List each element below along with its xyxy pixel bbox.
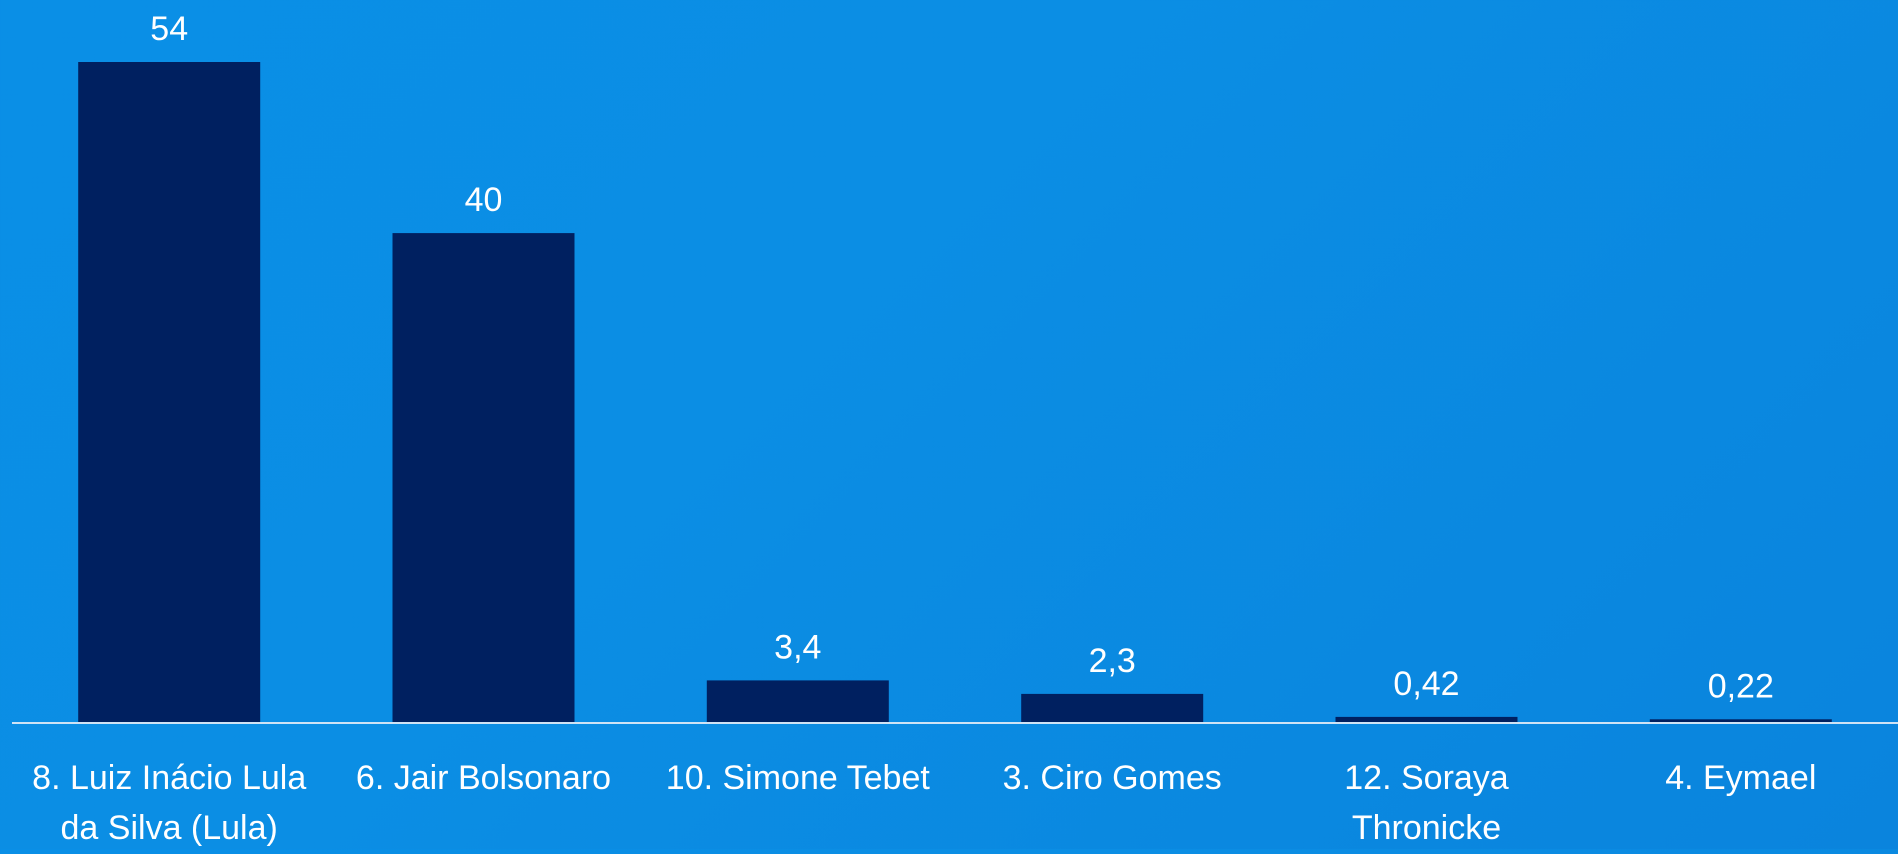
bar bbox=[706, 680, 889, 722]
category-label-line: 6. Jair Bolsonaro bbox=[356, 759, 611, 797]
bar-value-label: 0,22 bbox=[1708, 667, 1774, 705]
bars-layer bbox=[78, 62, 1832, 722]
category-label: 4. Eymael bbox=[1665, 759, 1816, 797]
category-label: 12. Soraya Thronicke bbox=[1344, 759, 1509, 847]
category-label-line: 8. Luiz Inácio Lula bbox=[32, 759, 306, 797]
bar bbox=[78, 62, 261, 722]
bar-value-label: 40 bbox=[465, 181, 503, 219]
category-label-line: Thronicke bbox=[1352, 809, 1501, 847]
category-labels-layer: 8. Luiz Inácio Lula da Silva (Lula) 6. Jai… bbox=[32, 759, 1816, 847]
bar bbox=[1335, 716, 1518, 722]
category-label-line: da Silva (Lula) bbox=[61, 809, 278, 847]
category-label-line: 3. Ciro Gomes bbox=[1003, 759, 1222, 797]
category-label: 8. Luiz Inácio Lula da Silva (Lula) bbox=[32, 759, 306, 847]
bar-value-label: 3,4 bbox=[774, 628, 821, 666]
value-labels-layer: 54 40 3,4 2,3 0,42 0,22 bbox=[150, 10, 1774, 705]
bar-value-label: 0,42 bbox=[1393, 665, 1459, 703]
category-label-line: 12. Soraya bbox=[1344, 759, 1509, 797]
category-label: 6. Jair Bolsonaro bbox=[356, 759, 611, 797]
category-label-line: 10. Simone Tebet bbox=[666, 759, 931, 797]
category-label: 10. Simone Tebet bbox=[666, 759, 931, 797]
bar bbox=[1649, 719, 1832, 722]
bar-value-label: 2,3 bbox=[1089, 642, 1136, 680]
bar-value-label: 54 bbox=[150, 10, 188, 48]
bar bbox=[1021, 693, 1204, 722]
category-label-line: 4. Eymael bbox=[1665, 759, 1816, 797]
bar bbox=[392, 233, 575, 722]
category-label: 3. Ciro Gomes bbox=[1003, 759, 1222, 797]
